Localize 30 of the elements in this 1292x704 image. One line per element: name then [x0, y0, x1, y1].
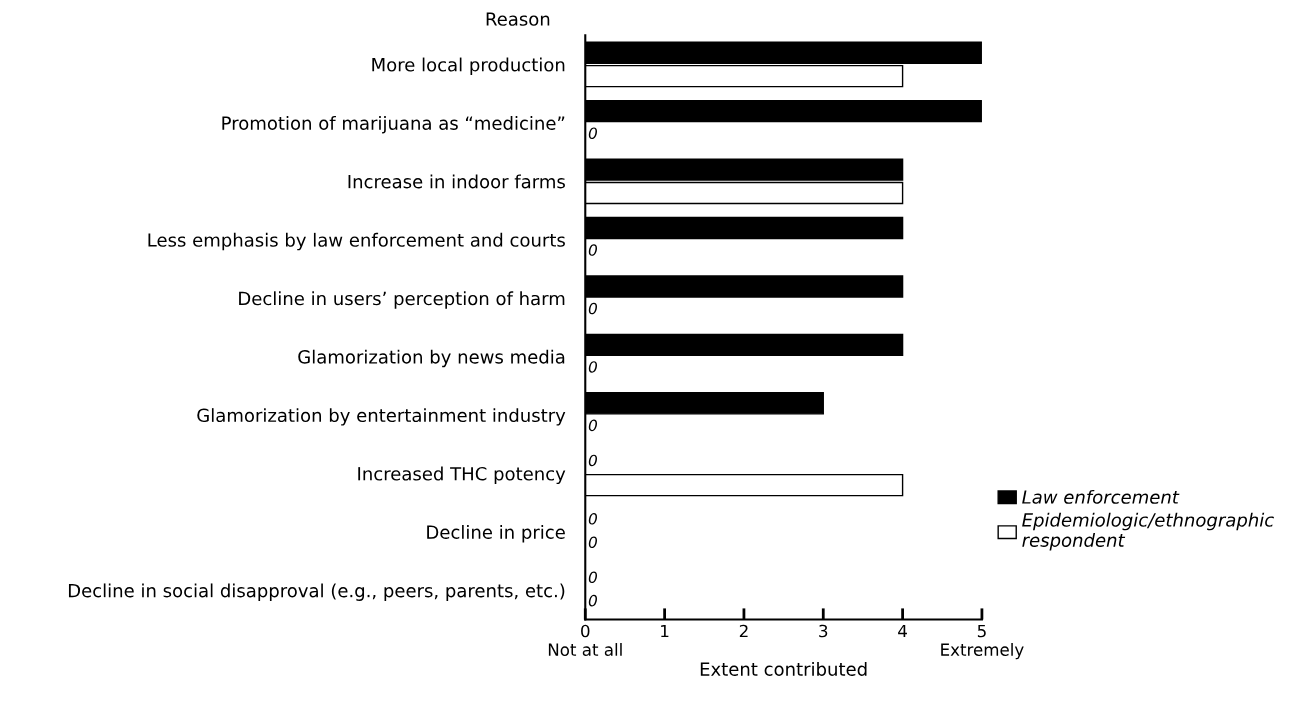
data-label: 0 [588, 302, 598, 315]
data-label: 0 [588, 454, 598, 467]
x-tick-label: 3 [819, 624, 828, 638]
y-tick-label: Decline in users’ perception of harm [239, 291, 565, 309]
y-tick-label: Less emphasis by law enforcement and courts [148, 232, 565, 251]
data-label: 0 [588, 244, 598, 256]
x-tick-label: 0 Not at all [548, 624, 622, 656]
y-tick-label: More local production [372, 57, 565, 76]
y-tick-label: Increase in indoor farms [348, 174, 565, 189]
x-tick-label: 1 [661, 624, 669, 638]
data-label: 0 [588, 571, 598, 584]
x-tick-label: 2 [739, 624, 748, 638]
data-label: 0 [588, 513, 598, 525]
y-tick-label: Glamorization by news media [298, 349, 565, 368]
y-tick-label: Glamorization by entertainment industry [197, 408, 566, 426]
data-label: 0 [588, 594, 598, 607]
y-tick-label: Promotion of marijuana as “medicine” [222, 115, 565, 134]
data-label: 0 [588, 536, 598, 548]
data-label: 0 [588, 361, 598, 373]
y-tick-label: Increased THC potency [358, 466, 566, 485]
legend-label: Law enforcement [1022, 489, 1180, 504]
data-label: 0 [588, 127, 598, 139]
legend-label: Epidemiologic/ethnographic respondent [1022, 512, 1274, 551]
data-label: 0 [588, 419, 598, 432]
y-axis-title: Reason [486, 12, 550, 26]
x-axis-title: Extent contributed [700, 661, 867, 676]
x-tick-label: 4 [898, 624, 907, 638]
y-tick-label: Decline in price [427, 525, 565, 543]
y-tick-label: Decline in social disapproval (e.g., peers, parents, etc.) [68, 583, 565, 601]
x-tick-label: 5 Extremely [941, 624, 1024, 660]
